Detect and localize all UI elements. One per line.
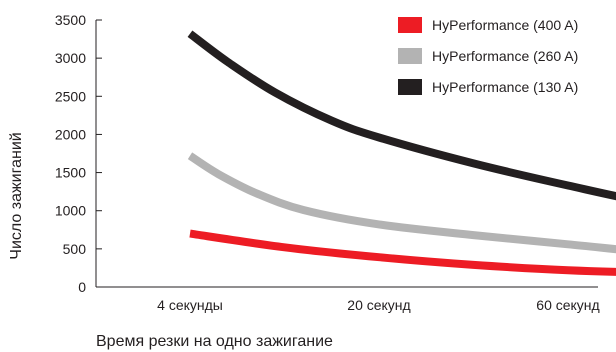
legend-label-400a: HyPerformance (400 A) — [432, 17, 578, 33]
legend-swatch-260a — [398, 48, 422, 64]
x-axis-title: Время резки на одно зажигание — [96, 333, 333, 350]
legend-swatch-130a — [398, 79, 422, 95]
x-tick-label: 60 секунд — [536, 297, 599, 313]
series-group — [187, 30, 616, 276]
series-line-260a — [187, 152, 616, 254]
x-tick-label: 4 секунды — [157, 297, 223, 313]
y-tick-label: 3500 — [55, 12, 86, 28]
legend-label-130a: HyPerformance (130 A) — [432, 79, 578, 95]
y-axis-title: Число зажиганий — [8, 132, 25, 259]
legend-swatch-400a — [398, 17, 422, 33]
y-tick-label: 500 — [63, 241, 87, 257]
y-tick-label: 1000 — [55, 203, 86, 219]
x-ticks: 4 секунды 20 секунд 60 секунд — [157, 297, 600, 313]
y-tick-label: 0 — [78, 279, 86, 295]
y-tick-label: 2500 — [55, 88, 86, 104]
y-tick-label: 2000 — [55, 126, 86, 142]
y-tick-label: 3000 — [55, 50, 86, 66]
y-tick-label: 1500 — [55, 165, 86, 181]
legend-label-260a: HyPerformance (260 A) — [432, 48, 578, 64]
series-line-400a — [189, 229, 616, 276]
y-ticks: 0 500 1000 1500 2000 2500 3000 3500 — [55, 12, 102, 295]
series-line-130a — [187, 30, 616, 201]
legend: HyPerformance (400 A) HyPerformance (260 … — [398, 17, 578, 95]
x-tick-label: 20 секунд — [347, 297, 410, 313]
